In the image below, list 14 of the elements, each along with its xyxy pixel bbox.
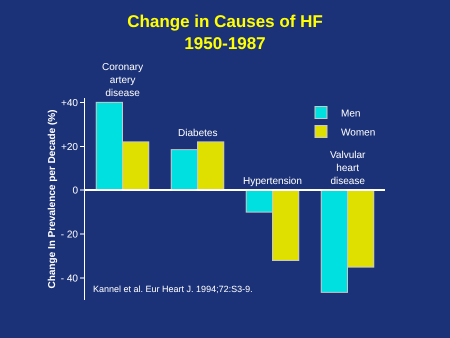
y-tick-label: +20 xyxy=(61,142,78,153)
legend-label: Women xyxy=(341,127,376,138)
y-tick-label: 0 xyxy=(72,186,78,197)
y-axis-title: Change In Prevalence per Decade (%) xyxy=(47,110,58,288)
legend-label: Men xyxy=(341,108,360,120)
x-tick-label: Hypertension xyxy=(243,176,302,187)
y-tick-label: +40 xyxy=(61,98,78,109)
y-tick-label: - 20 xyxy=(60,230,78,241)
chart-title: Change in Causes of HF 1950-1987 xyxy=(127,12,323,54)
annotation: Kannel et al. Eur Heart J. 1994;72:S3-9. xyxy=(93,284,253,294)
x-tick-label: Diabetes xyxy=(178,128,218,139)
x-tick-label: Valvular heart disease xyxy=(330,150,366,187)
x-tick-label: Coronary artery disease xyxy=(102,62,144,99)
y-tick-label: - 40 xyxy=(60,274,78,285)
